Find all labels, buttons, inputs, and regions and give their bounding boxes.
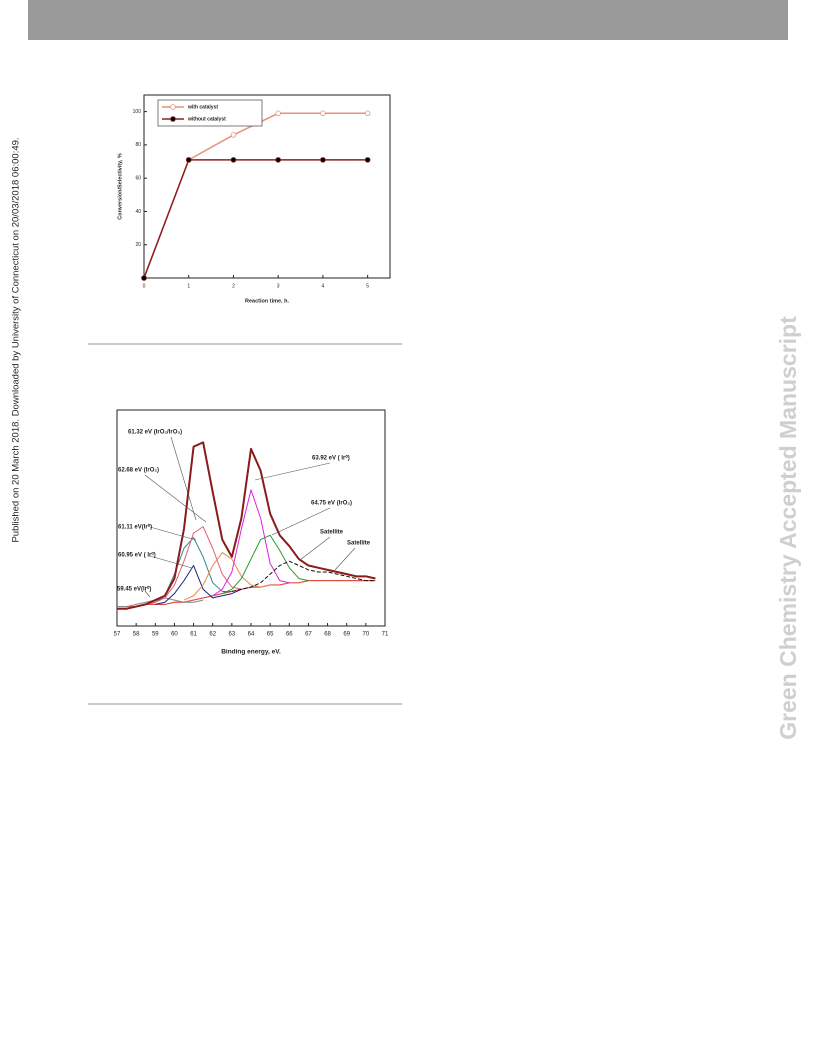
x-tick-label: 66 xyxy=(286,632,293,638)
x-tick-label: 65 xyxy=(267,632,274,638)
data-point xyxy=(185,157,192,163)
x-tick-label: 57 xyxy=(114,632,121,638)
data-point xyxy=(364,110,371,117)
annotation: Satellite xyxy=(347,541,371,547)
x-tick-label: 69 xyxy=(343,632,350,638)
legend-box xyxy=(157,99,263,127)
x-tick-label: 59 xyxy=(152,632,159,638)
legend-label: with catalyst xyxy=(187,104,218,110)
data-point xyxy=(320,110,326,117)
plot-frame xyxy=(143,94,391,279)
header-bar xyxy=(28,0,788,40)
x-tick-label: 68 xyxy=(324,632,331,638)
annotation: 60.95 eV ( Ir⁰) xyxy=(118,552,156,559)
annotation-arrow xyxy=(149,526,197,541)
series-line xyxy=(212,489,290,597)
series-line xyxy=(143,112,368,279)
x-tick-label: 0 xyxy=(143,283,146,289)
x-tick-label: 62 xyxy=(209,632,216,638)
x-tick-label: 3 xyxy=(277,283,280,289)
series-line xyxy=(231,560,376,592)
series-line xyxy=(145,526,242,605)
annotation-arrow xyxy=(144,474,207,523)
annotation-arrow xyxy=(170,436,197,521)
data-point xyxy=(275,110,281,117)
annotation: 61.32 eV (IrO₂/IrO₃) xyxy=(128,430,182,436)
legend-marker xyxy=(170,104,176,110)
watermark: Green Chemistry Accepted Manuscript xyxy=(775,316,801,740)
annotation-arrow xyxy=(144,590,151,598)
y-tick-label: 60 xyxy=(135,176,141,182)
x-tick-label: 63 xyxy=(229,632,236,638)
x-tick-label: 71 xyxy=(382,632,389,638)
annotation: 59.45 eV(Ir⁰) xyxy=(117,586,151,593)
annotation-arrow xyxy=(149,555,193,569)
x-tick-label: 1 xyxy=(187,283,190,289)
x-tick-label: 58 xyxy=(133,632,140,638)
y-tick-label: 20 xyxy=(135,242,141,248)
data-point xyxy=(364,157,371,163)
x-tick-label: 61 xyxy=(190,632,197,638)
series-line xyxy=(143,159,368,279)
data-point xyxy=(230,132,237,138)
x-tick-label: 2 xyxy=(232,283,235,289)
x-tick-label: 64 xyxy=(248,632,255,638)
series-line xyxy=(183,552,271,601)
side-note: Published on 20 March 2018. Downloaded b… xyxy=(11,137,22,542)
y-axis-label: Conversion/Selectivity, % xyxy=(117,153,123,220)
series-line xyxy=(222,534,309,595)
annotation-arrow xyxy=(299,536,331,561)
series-line xyxy=(155,565,242,605)
legend-label: without catalyst xyxy=(187,116,226,122)
y-tick-label: 40 xyxy=(135,209,141,215)
data-point xyxy=(141,275,147,281)
data-point xyxy=(275,157,281,163)
series-line xyxy=(117,580,376,608)
x-tick-label: 70 xyxy=(363,632,370,638)
annotation-arrow xyxy=(271,507,331,536)
y-tick-label: 100 xyxy=(133,109,142,115)
y-tick-label: 80 xyxy=(135,142,141,148)
annotation: 64.75 eV (IrO₂) xyxy=(311,501,352,507)
x-axis-label: Reaction time, h. xyxy=(245,298,289,304)
plot-frame xyxy=(116,409,386,627)
series-line xyxy=(117,441,376,610)
annotation-arrow xyxy=(254,462,331,481)
annotation: Satellite xyxy=(320,530,344,536)
x-tick-label: 4 xyxy=(322,283,325,289)
x-tick-label: 67 xyxy=(305,632,312,638)
x-tick-label: 60 xyxy=(171,632,178,638)
x-axis-label: Binding energy, eV. xyxy=(221,649,281,656)
data-point xyxy=(320,157,326,163)
annotation: 63.92 eV ( Ir⁰) xyxy=(312,455,350,462)
data-point xyxy=(230,157,237,163)
annotation-arrow xyxy=(334,547,356,571)
annotation: 61.11 eV(Ir⁰) xyxy=(118,524,152,531)
x-tick-label: 5 xyxy=(366,283,369,289)
annotation: 62.68 eV (IrO₂) xyxy=(118,468,159,474)
legend-marker xyxy=(170,116,176,122)
